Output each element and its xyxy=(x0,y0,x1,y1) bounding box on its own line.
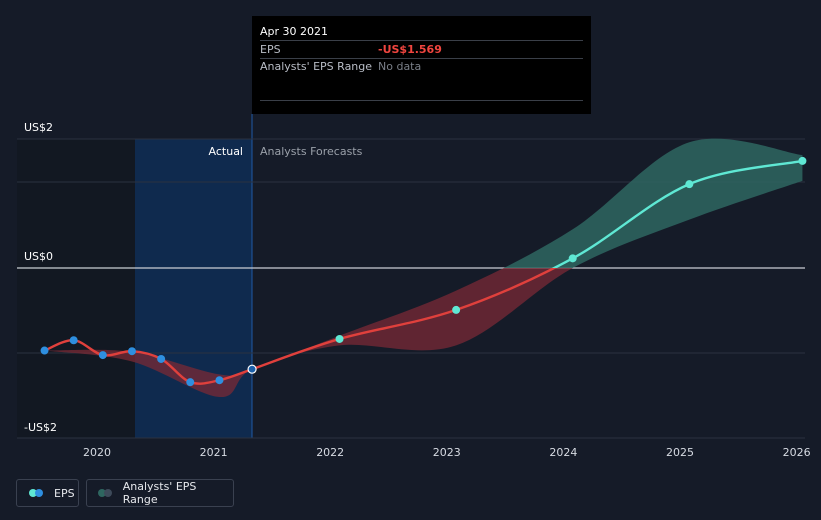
tooltip-eps-value: -US$1.569 xyxy=(378,43,442,56)
y-tick-label: US$0 xyxy=(24,250,53,263)
eps-point-forecast[interactable] xyxy=(798,156,807,165)
x-tick-label: 2021 xyxy=(200,446,228,459)
eps-point-forecast[interactable] xyxy=(452,305,461,314)
range-legend-icon xyxy=(98,489,116,497)
y-axis-labels: US$2 US$0 -US$2 xyxy=(24,121,57,434)
legend-eps[interactable]: EPS xyxy=(16,479,79,507)
eps-legend-icon xyxy=(29,489,47,497)
legend-eps-label: EPS xyxy=(54,486,75,500)
eps-point-forecast[interactable] xyxy=(335,334,344,343)
eps-point-actual[interactable] xyxy=(215,376,224,385)
eps-point-actual[interactable] xyxy=(247,364,257,374)
x-axis-labels: 2020 2021 2022 2023 2024 2025 2026 xyxy=(83,446,811,459)
tooltip-eps-row: EPS -US$1.569 xyxy=(260,40,583,58)
actual-highlight-region xyxy=(135,139,252,438)
tooltip-date: Apr 30 2021 xyxy=(260,25,329,38)
eps-line-forecast-positive xyxy=(551,159,803,268)
eps-point-actual[interactable] xyxy=(157,354,166,363)
x-tick-label: 2024 xyxy=(549,446,577,459)
x-tick-label: 2022 xyxy=(316,446,344,459)
x-tick-label: 2025 xyxy=(666,446,694,459)
legend-range-label: Analysts' EPS Range xyxy=(122,480,197,506)
forecast-label: Analysts Forecasts xyxy=(260,145,363,158)
eps-point-forecast[interactable] xyxy=(568,254,577,263)
x-tick-label: 2026 xyxy=(783,446,811,459)
actual-label: Actual xyxy=(209,145,243,158)
tooltip: Apr 30 2021 EPS -US$1.569 Analysts' EPS … xyxy=(252,16,591,114)
legend-analysts-eps-range[interactable]: Analysts' EPS Range xyxy=(86,479,234,507)
x-tick-label: 2020 xyxy=(83,446,111,459)
tooltip-range-value: No data xyxy=(378,60,422,73)
y-tick-label: US$2 xyxy=(24,121,53,134)
x-tick-label: 2023 xyxy=(433,446,461,459)
tooltip-range-label: Analysts' EPS Range xyxy=(260,60,373,73)
eps-point-forecast[interactable] xyxy=(685,180,694,189)
range-band-negative xyxy=(44,268,573,398)
eps-point-actual[interactable] xyxy=(186,378,195,387)
tooltip-eps-label: EPS xyxy=(260,43,281,56)
tooltip-range-row: Analysts' EPS Range No data xyxy=(260,58,583,101)
eps-points xyxy=(40,156,807,387)
y-tick-label: -US$2 xyxy=(24,421,57,434)
eps-point-actual[interactable] xyxy=(127,347,136,356)
eps-point-actual[interactable] xyxy=(40,346,49,355)
eps-point-actual[interactable] xyxy=(69,336,78,345)
eps-point-actual[interactable] xyxy=(98,351,107,360)
past-shade xyxy=(17,139,135,438)
